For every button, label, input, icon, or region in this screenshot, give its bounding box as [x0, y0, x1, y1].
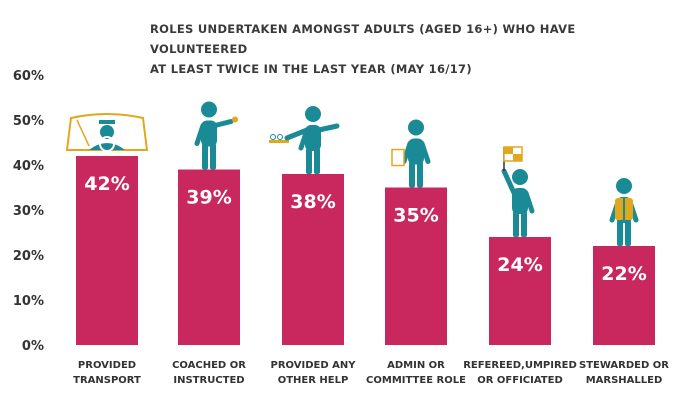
category-label: COMMITTEE ROLE — [366, 375, 466, 386]
y-tick-label: 10% — [13, 294, 44, 309]
car-driver-icon — [65, 113, 149, 152]
category-label: MARSHALLED — [586, 375, 663, 386]
bar — [282, 174, 344, 345]
bar — [385, 187, 447, 345]
category-label: INSTRUCTED — [173, 375, 244, 386]
referee-with-flag-icon — [501, 146, 535, 237]
x-axis-labels: PROVIDED TRANSPORT COACHED OR INSTRUCTED PRO… — [73, 360, 669, 386]
coach-with-whistle-icon — [194, 101, 238, 170]
chart-title-line-1: ROLES UNDERTAKEN AMONGST ADULTS (AGED 16… — [150, 22, 576, 56]
data-labels: 42% 39% 38% 35% 24% 22% — [84, 173, 646, 285]
data-label: 39% — [186, 187, 231, 209]
bar — [178, 169, 240, 345]
category-label: TRANSPORT — [73, 375, 141, 386]
helper-with-tray-icon — [269, 106, 340, 174]
steward-in-vest-icon — [609, 178, 639, 246]
category-label: ADMIN OR — [387, 360, 445, 371]
bars — [76, 156, 655, 345]
data-label: 24% — [497, 254, 542, 276]
chart-title: ROLES UNDERTAKEN AMONGST ADULTS (AGED 16… — [150, 19, 670, 79]
data-label: 42% — [84, 173, 129, 195]
y-tick-label: 0% — [22, 339, 44, 354]
category-label: STEWARDED OR — [579, 360, 669, 371]
y-tick-label: 60% — [13, 69, 44, 84]
y-tick-label: 20% — [13, 249, 44, 264]
category-label: COACHED OR — [172, 360, 246, 371]
category-label: PROVIDED ANY — [271, 360, 357, 371]
y-tick-label: 30% — [13, 204, 44, 219]
data-label: 22% — [601, 263, 646, 285]
admin-with-clipboard-icon — [391, 119, 431, 188]
category-label: REFEREED,UMPIRED — [463, 360, 577, 371]
bar — [489, 237, 551, 345]
category-label: OTHER HELP — [278, 375, 349, 386]
y-axis: 0% 10% 20% 30% 40% 50% 60% — [13, 69, 44, 354]
category-label: OR OFFICIATED — [477, 375, 563, 386]
bar — [593, 246, 655, 345]
chart-title-line-2: AT LEAST TWICE IN THE LAST YEAR (MAY 16/… — [150, 62, 472, 76]
y-tick-label: 50% — [13, 114, 44, 129]
data-label: 38% — [290, 191, 335, 213]
category-label: PROVIDED — [78, 360, 136, 371]
y-tick-label: 40% — [13, 159, 44, 174]
data-label: 35% — [393, 205, 438, 227]
role-icons — [65, 101, 639, 246]
bar — [76, 156, 138, 345]
